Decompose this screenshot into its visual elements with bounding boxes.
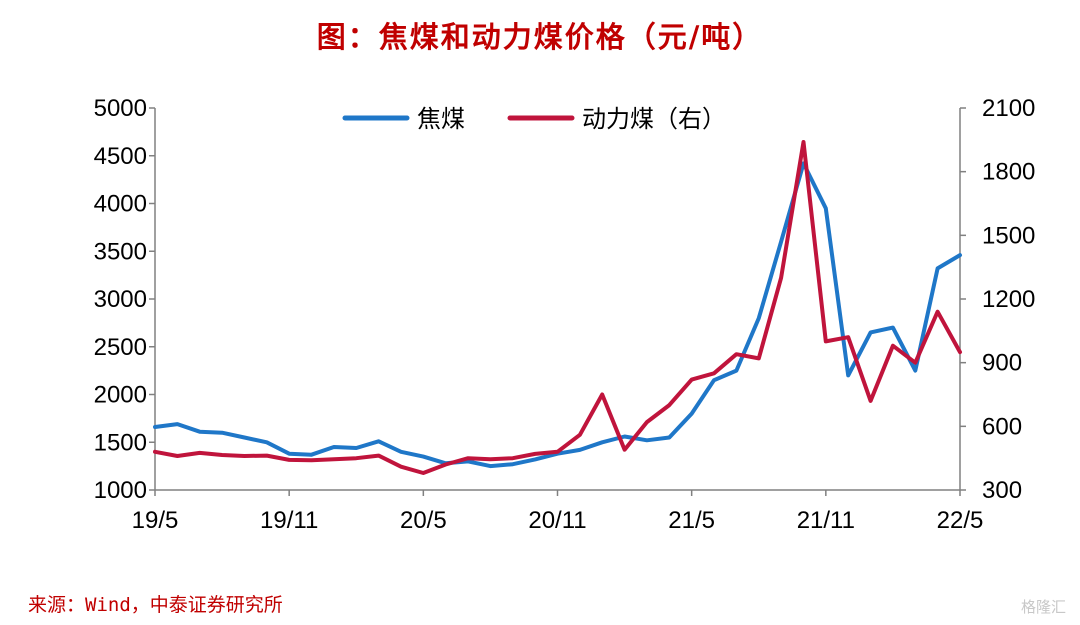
legend-label: 动力煤（右） bbox=[582, 105, 726, 133]
watermark: 格隆汇 bbox=[1020, 598, 1066, 616]
y-right-tick-label: 1500 bbox=[982, 222, 1035, 249]
series-lines bbox=[153, 140, 962, 475]
y-right-tick-label: 1200 bbox=[982, 286, 1035, 313]
y-left-tick-label: 2000 bbox=[94, 382, 147, 409]
y-right-tick-label: 300 bbox=[982, 477, 1022, 504]
y-right-tick-label: 2100 bbox=[982, 95, 1035, 122]
source-note: 来源：Wind，中泰证券研究所 bbox=[28, 594, 283, 616]
chart-title: 图：焦煤和动力煤价格（元/吨） bbox=[316, 20, 764, 54]
y-left-tick-label: 1500 bbox=[94, 429, 147, 456]
axes: 1000 1500 2000 2500 3000 3500 4000 4500 5000 300 6… bbox=[94, 95, 1036, 534]
legend-label: 焦煤 bbox=[417, 105, 465, 133]
y-left-tick-label: 5000 bbox=[94, 95, 147, 122]
y-left-tick-label: 4500 bbox=[94, 143, 147, 170]
x-tick-label: 21/5 bbox=[668, 507, 715, 534]
y-left-tick-label: 3500 bbox=[94, 238, 147, 265]
y-left-tick-label: 4000 bbox=[94, 191, 147, 218]
y-right-tick-label: 900 bbox=[982, 350, 1022, 377]
x-tick-label: 22/5 bbox=[937, 507, 984, 534]
x-tick-label: 19/5 bbox=[132, 507, 179, 534]
y-left-tick-label: 2500 bbox=[94, 334, 147, 361]
series-line-2 bbox=[153, 140, 962, 475]
x-tick-label: 20/11 bbox=[528, 507, 586, 534]
x-tick-label: 21/11 bbox=[797, 507, 855, 534]
x-tick-label: 19/11 bbox=[260, 507, 318, 534]
series-line-1 bbox=[153, 161, 962, 469]
y-left-tick-label: 3000 bbox=[94, 286, 147, 313]
y-right-tick-label: 600 bbox=[982, 413, 1022, 440]
x-tick-label: 20/5 bbox=[400, 507, 447, 534]
y-left-tick-label: 1000 bbox=[94, 477, 147, 504]
legend: 焦煤 动力煤（右） bbox=[342, 105, 726, 133]
y-right-tick-label: 1800 bbox=[982, 159, 1035, 186]
